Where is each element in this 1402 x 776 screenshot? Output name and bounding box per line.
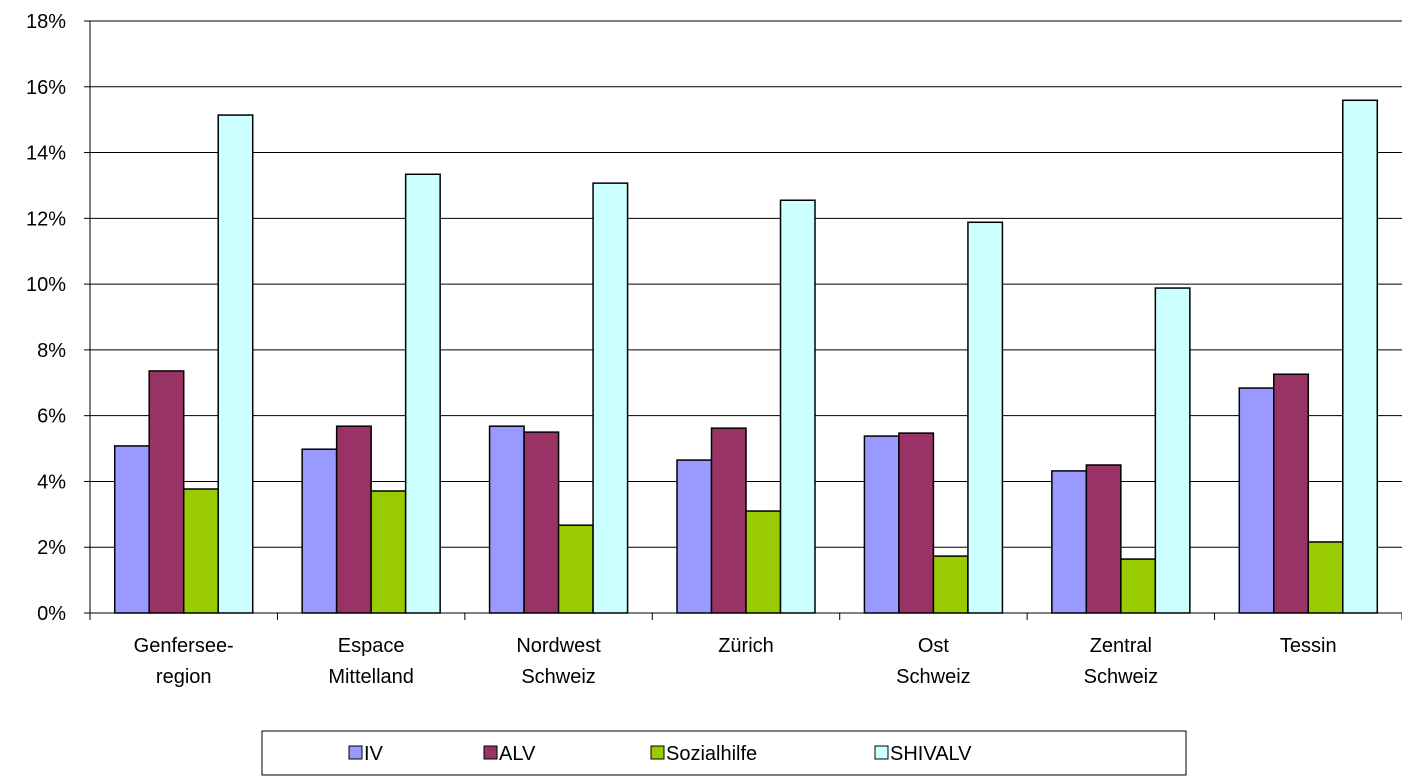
bar (335, 425, 372, 614)
bar (1154, 287, 1191, 614)
legend-label: ALV (499, 743, 536, 765)
y-tick-label: 16% (26, 77, 66, 99)
bar (217, 114, 254, 614)
bar (863, 435, 900, 614)
y-tick-label: 0% (37, 603, 66, 625)
legend-swatch (650, 745, 665, 760)
legend-box (261, 730, 1187, 776)
bar (523, 431, 560, 614)
x-tick-label: Zürich (718, 635, 774, 657)
bar (557, 524, 594, 614)
x-tick-label: Ost Schweiz (896, 635, 970, 688)
legend-swatch (348, 745, 363, 760)
bar (898, 432, 935, 614)
bar (967, 221, 1004, 614)
bar (1051, 470, 1088, 614)
legend-label: SHIVALV (890, 743, 972, 765)
y-tick-label: 4% (37, 471, 66, 493)
legend-swatch (874, 745, 889, 760)
bar (676, 459, 713, 614)
bar (1238, 387, 1275, 614)
y-tick-label: 6% (37, 406, 66, 428)
bar (113, 445, 150, 614)
bar (1307, 541, 1344, 614)
bar (182, 488, 219, 614)
bar (1120, 558, 1157, 614)
bar (592, 182, 629, 614)
bar (710, 427, 747, 614)
bar (301, 448, 338, 614)
x-tick-label: Espace Mittelland (328, 635, 414, 688)
y-tick-label: 8% (37, 340, 66, 362)
bar (779, 199, 816, 614)
x-tick-label: Genfersee-region (134, 635, 234, 688)
bar (488, 425, 525, 614)
x-tick-label: Zentral Schweiz (1084, 635, 1158, 688)
x-tick-label: Tessin (1280, 635, 1337, 657)
y-tick-label: 2% (37, 537, 66, 559)
x-tick-label: Nordwest Schweiz (516, 635, 601, 688)
bar (370, 490, 407, 614)
y-tick-label: 14% (26, 143, 66, 165)
bar (1085, 464, 1122, 614)
y-tick-label: 18% (26, 11, 66, 33)
y-tick-label: 10% (26, 274, 66, 296)
legend-label: IV (364, 743, 384, 765)
legend-label: Sozialhilfe (666, 743, 757, 765)
y-tick-label: 12% (26, 208, 66, 230)
bar (932, 555, 969, 614)
bar (148, 370, 185, 614)
legend-swatch (483, 745, 498, 760)
bar (1273, 373, 1310, 614)
bar (745, 510, 782, 614)
bar (404, 173, 441, 614)
bar (1342, 99, 1379, 614)
